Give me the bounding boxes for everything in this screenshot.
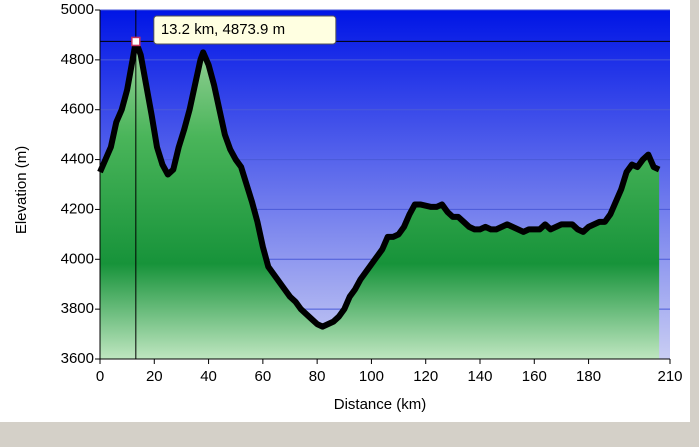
y-tick-label: 4000 <box>61 250 94 267</box>
elevation-line <box>97 38 661 330</box>
y-tick-label: 3800 <box>61 300 94 317</box>
y-tick-label: 4400 <box>61 151 94 168</box>
x-tick-label: 60 <box>255 368 272 385</box>
x-tick-label: 0 <box>96 368 104 385</box>
x-tick-label: 100 <box>359 368 384 385</box>
y-axis-title: Elevation (m) <box>13 146 30 234</box>
x-axis-title: Distance (km) <box>334 396 427 413</box>
x-tick-label: 80 <box>309 368 326 385</box>
x-tick-label: 120 <box>413 368 438 385</box>
y-tick-label: 3600 <box>61 350 94 367</box>
tooltip-text: 13.2 km, 4873.9 m <box>161 21 285 38</box>
y-tick-label: 4600 <box>61 101 94 118</box>
x-tick-label: 210 <box>657 368 682 385</box>
x-tick-label: 40 <box>200 368 217 385</box>
window-edge <box>690 0 699 442</box>
status-bar <box>0 422 699 442</box>
x-tick-label: 160 <box>522 368 547 385</box>
tooltip-box <box>153 15 337 45</box>
y-tick-label: 4800 <box>61 51 94 68</box>
x-tick-label: 180 <box>576 368 601 385</box>
x-tick-label: 20 <box>146 368 163 385</box>
x-tick-label: 140 <box>467 368 492 385</box>
y-tick-label: 5000 <box>61 1 94 18</box>
highlight-marker <box>131 36 141 47</box>
y-tick-label: 4200 <box>61 200 94 217</box>
area-fill <box>100 41 660 359</box>
